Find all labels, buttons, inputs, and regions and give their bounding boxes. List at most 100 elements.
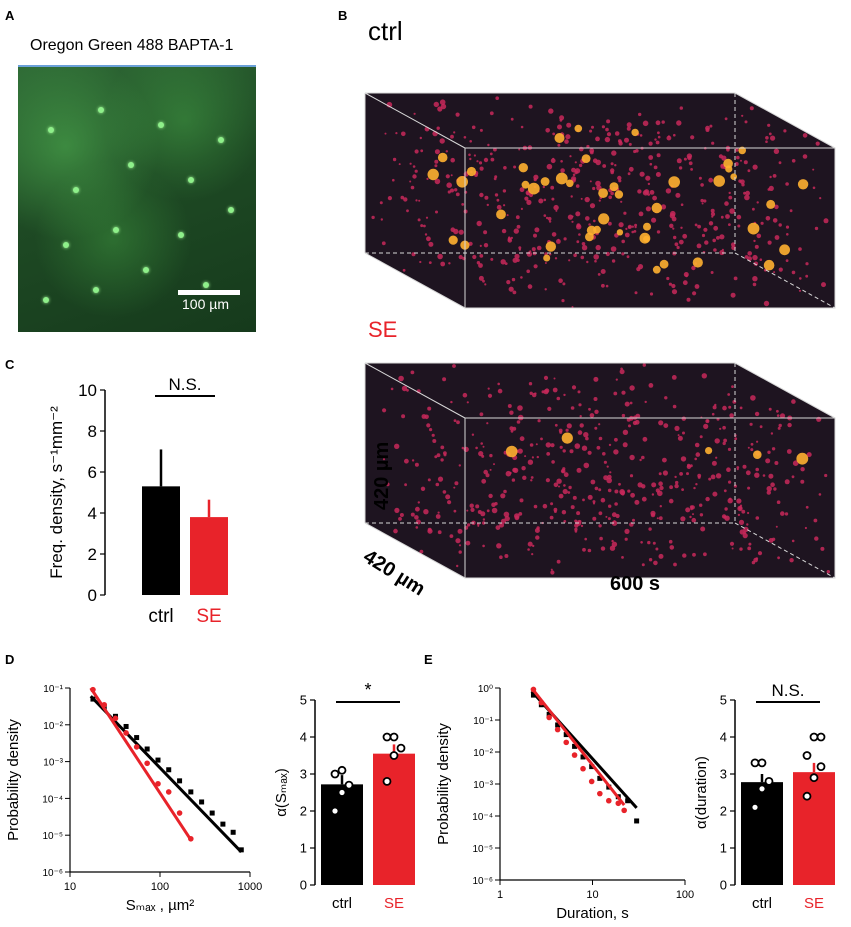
calcium-event-dot bbox=[553, 204, 559, 211]
hot-event-dot bbox=[518, 163, 528, 173]
calcium-event-dot bbox=[806, 452, 812, 458]
significance-label: N.S. bbox=[168, 375, 201, 394]
calcium-event-dot bbox=[727, 393, 731, 396]
calcium-event-dot bbox=[727, 447, 732, 451]
cube-axis-depth-label: 420 µm bbox=[359, 546, 429, 601]
calcium-event-dot bbox=[600, 546, 606, 551]
calcium-event-dot bbox=[558, 485, 560, 488]
data-point-SE bbox=[530, 686, 537, 693]
calcium-event-dot bbox=[401, 385, 408, 392]
calcium-event-dot bbox=[703, 227, 708, 232]
calcium-event-dot bbox=[410, 512, 415, 517]
calcium-event-dot bbox=[550, 185, 555, 190]
data-point-ctrl bbox=[625, 798, 631, 804]
calcium-event-dot bbox=[574, 161, 577, 164]
calcium-event-dot bbox=[509, 426, 514, 431]
data-point-ctrl bbox=[634, 818, 640, 824]
cell-marker bbox=[188, 177, 194, 183]
calcium-event-dot bbox=[409, 180, 412, 183]
calcium-event-dot bbox=[638, 112, 642, 117]
calcium-event-dot bbox=[536, 245, 542, 251]
cube-axis-time-label: 600 s bbox=[610, 573, 660, 595]
calcium-event-dot bbox=[556, 396, 561, 401]
calcium-event-dot bbox=[585, 216, 590, 221]
data-point-ctrl bbox=[546, 711, 552, 717]
calcium-event-dot bbox=[449, 534, 454, 538]
calcium-event-dot bbox=[738, 519, 745, 526]
data-point-ctrl bbox=[90, 696, 96, 702]
calcium-event-dot bbox=[545, 216, 549, 220]
calcium-event-dot bbox=[496, 204, 502, 210]
calcium-event-dot bbox=[611, 512, 617, 518]
calcium-event-dot bbox=[775, 525, 778, 528]
calcium-event-dot bbox=[639, 134, 643, 137]
calcium-event-dot bbox=[805, 274, 809, 278]
calcium-event-dot bbox=[393, 528, 398, 534]
y-tick-label: 10⁻² bbox=[43, 721, 63, 732]
calcium-event-dot bbox=[681, 488, 684, 491]
calcium-event-dot bbox=[392, 178, 395, 182]
calcium-event-dot bbox=[602, 452, 606, 456]
calcium-event-dot bbox=[384, 132, 387, 135]
calcium-event-dot bbox=[606, 132, 612, 137]
calcium-event-dot bbox=[798, 289, 802, 292]
calcium-event-dot bbox=[744, 120, 748, 124]
calcium-event-dot bbox=[637, 189, 642, 194]
calcium-event-dot bbox=[503, 489, 507, 494]
x-category-label: ctrl bbox=[148, 606, 173, 627]
calcium-event-dot bbox=[728, 191, 731, 195]
calcium-event-dot bbox=[491, 502, 496, 508]
calcium-event-dot bbox=[711, 412, 715, 416]
x-category-label: SE bbox=[196, 606, 221, 627]
calcium-event-dot bbox=[420, 224, 424, 228]
calcium-event-dot bbox=[681, 416, 686, 421]
calcium-event-dot bbox=[687, 155, 692, 161]
calcium-event-dot bbox=[711, 460, 717, 466]
calcium-event-dot bbox=[701, 202, 704, 205]
calcium-event-dot bbox=[488, 493, 493, 499]
calcium-event-dot bbox=[550, 158, 556, 164]
calcium-event-dot bbox=[679, 106, 683, 110]
calcium-event-dot bbox=[634, 223, 638, 227]
calcium-event-dot bbox=[443, 453, 447, 457]
calcium-event-dot bbox=[744, 194, 750, 201]
hot-event-dot bbox=[581, 154, 591, 164]
calcium-event-dot bbox=[493, 147, 497, 152]
fit-line-SE bbox=[89, 687, 193, 841]
x-tick-label: 1000 bbox=[238, 881, 262, 893]
calcium-event-dot bbox=[516, 224, 521, 229]
calcium-event-dot bbox=[566, 423, 572, 429]
calcium-event-dot bbox=[593, 219, 596, 223]
calcium-event-dot bbox=[582, 547, 586, 552]
calcium-event-dot bbox=[759, 425, 763, 429]
calcium-event-dot bbox=[712, 491, 718, 497]
calcium-event-dot bbox=[577, 430, 583, 435]
calcium-event-dot bbox=[553, 510, 557, 513]
calcium-event-dot bbox=[479, 192, 484, 198]
calcium-event-dot bbox=[423, 224, 426, 228]
calcium-event-dot bbox=[415, 526, 419, 529]
calcium-event-dot bbox=[603, 475, 609, 481]
calcium-event-dot bbox=[583, 462, 590, 469]
calcium-event-dot bbox=[569, 155, 572, 158]
panel-label-c: C bbox=[5, 357, 15, 372]
calcium-event-dot bbox=[733, 276, 738, 281]
calcium-event-dot bbox=[736, 498, 742, 504]
calcium-event-dot bbox=[648, 558, 653, 562]
calcium-event-dot bbox=[791, 270, 796, 275]
calcium-event-dot bbox=[503, 166, 507, 170]
calcium-event-dot bbox=[740, 159, 742, 162]
calcium-event-dot bbox=[692, 291, 697, 296]
calcium-event-dot bbox=[628, 424, 631, 428]
calcium-event-dot bbox=[456, 420, 460, 425]
calcium-event-dot bbox=[765, 136, 769, 140]
calcium-event-dot bbox=[476, 160, 479, 163]
calcium-event-dot bbox=[726, 148, 730, 152]
calcium-event-dot bbox=[445, 494, 451, 500]
calcium-event-dot bbox=[568, 259, 571, 262]
calcium-event-dot bbox=[455, 192, 460, 197]
calcium-event-dot bbox=[409, 162, 412, 165]
calcium-event-dot bbox=[792, 460, 799, 467]
y-tick-label: 5 bbox=[300, 693, 307, 708]
calcium-event-dot bbox=[695, 483, 698, 486]
